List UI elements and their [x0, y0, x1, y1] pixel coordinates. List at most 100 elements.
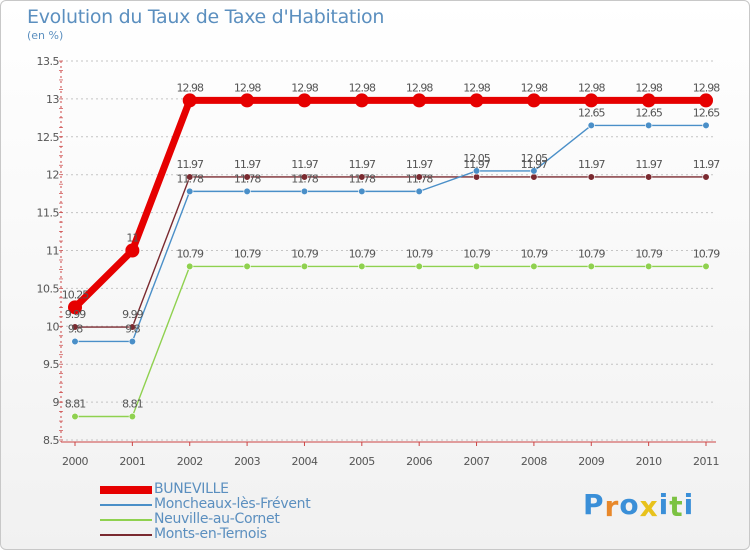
data-label: 12.98 — [406, 81, 433, 94]
data-label: 11.78 — [176, 172, 203, 185]
data-label: 12.65 — [693, 106, 720, 119]
x-tick-label: 2009 — [578, 455, 604, 468]
y-tick-label: 12.5 — [37, 131, 60, 144]
data-label: 12.98 — [291, 81, 318, 94]
legend-label: BUNEVILLE — [154, 481, 229, 497]
data-point — [186, 262, 194, 271]
data-label: 10.79 — [635, 247, 662, 260]
data-point — [243, 262, 251, 271]
series-line-3 — [75, 176, 706, 328]
data-label: 11.97 — [349, 158, 376, 171]
data-point — [469, 93, 484, 108]
data-point — [415, 262, 423, 271]
data-point — [71, 337, 79, 346]
data-point — [645, 173, 653, 181]
data-point — [702, 121, 710, 130]
data-point — [297, 93, 312, 108]
data-label: 9.8 — [68, 322, 83, 335]
data-label: 10.79 — [693, 247, 720, 260]
data-point — [699, 93, 713, 108]
data-label: 11.78 — [234, 172, 261, 185]
logo-letter: x — [639, 490, 659, 523]
logo-letter: i — [683, 488, 695, 521]
chart-title: Evolution du Taux de Taxe d'Habitation — [27, 6, 385, 28]
data-label: 12.98 — [349, 81, 376, 94]
data-label: 12.98 — [521, 81, 548, 94]
logo-letter: o — [619, 488, 640, 521]
data-label: 11.97 — [635, 158, 662, 171]
data-point — [300, 187, 309, 195]
data-label: 10.79 — [521, 247, 548, 260]
data-label: 11.97 — [176, 158, 203, 171]
data-label: 11.78 — [406, 172, 433, 185]
x-tick-label: 2002 — [177, 455, 203, 468]
data-point — [125, 243, 140, 258]
data-label: 10.79 — [578, 247, 605, 260]
data-point — [186, 173, 194, 181]
data-point — [71, 323, 79, 331]
data-point — [472, 167, 481, 175]
legend-label: Monts-en-Ternois — [154, 526, 267, 542]
legend-label: Moncheaux-lès-Frévent — [154, 496, 311, 512]
data-point — [645, 262, 653, 271]
data-label: 11.78 — [291, 172, 318, 185]
data-label: 10.25 — [62, 288, 89, 301]
chart-subtitle: (en %) — [27, 29, 64, 42]
data-label: 8.81 — [65, 398, 86, 411]
data-label: 11.97 — [521, 158, 548, 171]
data-label: 11.97 — [234, 158, 261, 171]
series-line-1 — [75, 124, 706, 343]
y-tick-label: 11.5 — [37, 207, 60, 220]
data-point — [472, 262, 481, 271]
data-point — [530, 262, 538, 271]
x-tick-label: 2006 — [406, 455, 432, 468]
data-label: 12.98 — [176, 81, 203, 94]
y-tick-label: 11 — [46, 245, 59, 258]
data-label: 10.79 — [349, 247, 376, 260]
data-point — [702, 173, 710, 181]
proxiti-logo: Proxiti — [583, 488, 695, 523]
data-point — [186, 187, 194, 195]
legend-swatch — [100, 534, 152, 536]
legend-swatch — [100, 504, 152, 506]
data-label: 9.99 — [65, 308, 86, 321]
legend-label: Neuville-au-Cornet — [154, 511, 280, 527]
legend-swatch — [100, 486, 152, 494]
data-point — [240, 93, 255, 108]
data-label: 11.97 — [578, 158, 605, 171]
logo-letter: t — [669, 490, 684, 523]
y-tick-label: 10.5 — [37, 282, 60, 295]
y-tick-label: 9.5 — [43, 358, 59, 371]
data-point — [128, 412, 136, 421]
data-point — [702, 262, 710, 271]
data-label: 9.8 — [125, 322, 140, 335]
y-tick-label: 13.5 — [37, 55, 60, 68]
data-label: 12.98 — [234, 81, 261, 94]
data-point — [128, 337, 136, 346]
data-point — [587, 121, 595, 130]
data-point — [358, 173, 366, 181]
y-tick-label: 8.5 — [43, 434, 59, 447]
data-label: 10.79 — [176, 247, 203, 260]
y-tick-label: 12 — [46, 169, 59, 182]
data-point — [412, 93, 427, 108]
data-label: 10.79 — [291, 247, 318, 260]
data-point — [587, 173, 595, 181]
x-tick-label: 2008 — [521, 455, 547, 468]
data-point — [300, 262, 309, 271]
data-label: 12.98 — [578, 81, 605, 94]
x-tick-label: 2004 — [291, 455, 317, 468]
data-label: 12.65 — [578, 106, 605, 119]
data-point — [472, 173, 481, 181]
data-label: 11 — [126, 232, 138, 245]
data-point — [71, 412, 79, 421]
data-point — [354, 93, 369, 108]
data-point — [645, 121, 653, 130]
data-label: 10.79 — [406, 247, 433, 260]
x-tick-label: 2003 — [234, 455, 260, 468]
data-label: 9.99 — [122, 308, 143, 321]
data-label: 12.05 — [463, 152, 490, 165]
data-point — [587, 262, 595, 271]
